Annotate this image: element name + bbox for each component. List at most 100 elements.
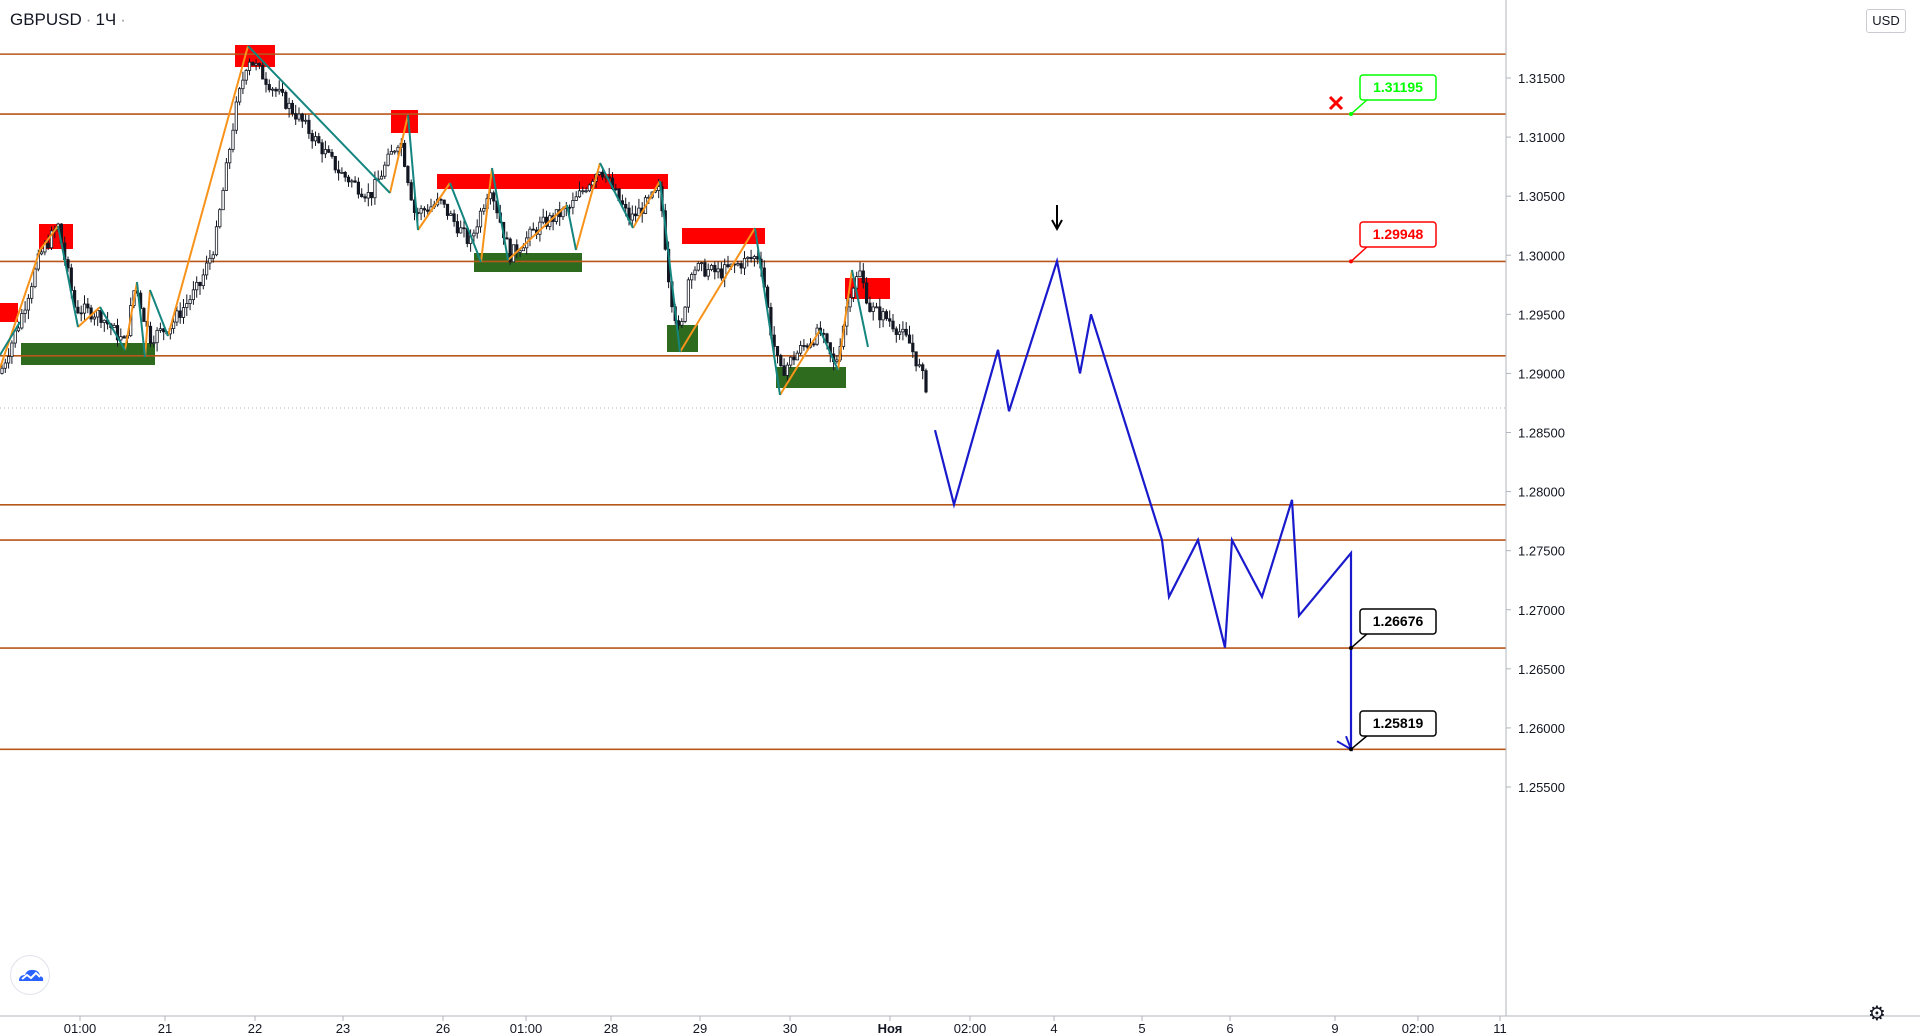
- candle-body: [795, 352, 799, 361]
- candle-body: [330, 151, 334, 157]
- candle-body: [571, 200, 575, 208]
- resistance-zone[interactable]: [0, 303, 18, 322]
- y-tick-label: 1.28000: [1518, 485, 1565, 500]
- candle-body: [703, 262, 707, 277]
- wave-down-line: [136, 281, 146, 358]
- candle-body: [26, 297, 31, 311]
- candle-body: [191, 289, 195, 301]
- candle-body: [568, 206, 572, 209]
- wave-up-line: [679, 227, 756, 353]
- candle-body: [406, 166, 410, 183]
- candle-body: [825, 333, 829, 344]
- candle-body: [7, 356, 11, 364]
- candle-body: [792, 356, 796, 361]
- price-axis-bg: [1506, 0, 1920, 1036]
- wave-down-line: [754, 227, 781, 396]
- candle-body: [218, 209, 222, 228]
- candle-body: [861, 270, 865, 284]
- candle-body: [0, 367, 4, 374]
- price-callout-box[interactable]: [1359, 221, 1437, 248]
- candle-body: [868, 302, 872, 312]
- candle-body: [171, 321, 176, 329]
- y-tick-label: 1.26000: [1518, 721, 1565, 736]
- candle-body: [898, 331, 902, 335]
- candle-body: [634, 213, 638, 217]
- candle-body: [726, 264, 730, 268]
- title-separator: ·: [85, 10, 92, 29]
- x-tick-label: 01:00: [64, 1021, 97, 1036]
- candle-body: [175, 310, 179, 323]
- candle-body: [234, 101, 238, 131]
- candle-body: [3, 362, 7, 369]
- candle-body: [224, 162, 228, 191]
- candle-body: [749, 256, 753, 260]
- wave-down-line: [149, 289, 169, 337]
- candle-body: [812, 343, 816, 346]
- callout-pointer: [1350, 98, 1369, 115]
- candle-body: [274, 88, 278, 92]
- y-tick-label: 1.25500: [1518, 780, 1565, 795]
- candle-body: [528, 228, 532, 239]
- candle-body: [20, 313, 24, 329]
- candle-body: [181, 307, 186, 318]
- candle-body: [439, 198, 443, 201]
- candle-body: [475, 226, 479, 234]
- callout-anchor: [1349, 646, 1353, 651]
- candle-body: [284, 91, 288, 109]
- cloud-glyph: [19, 969, 44, 981]
- callout-pointer: [1350, 632, 1369, 649]
- candle-body: [257, 63, 262, 66]
- candle-body: [115, 325, 120, 341]
- candle-body: [683, 306, 687, 322]
- callout-pointer: [1350, 734, 1369, 750]
- resistance-zone[interactable]: [682, 228, 765, 244]
- candle-body: [657, 186, 661, 191]
- resistance-zone[interactable]: [437, 174, 668, 189]
- candle-body: [317, 136, 321, 144]
- resistance-zone[interactable]: [235, 45, 275, 67]
- candle-body: [214, 226, 219, 256]
- candle-body: [577, 190, 582, 198]
- price-callout-box[interactable]: [1359, 608, 1437, 635]
- wave-up-line: [144, 289, 151, 358]
- candle-body: [706, 269, 710, 277]
- candle-body: [693, 269, 697, 275]
- wave-down-line: [659, 180, 681, 353]
- resistance-zone[interactable]: [391, 110, 418, 133]
- x-tick-label: 30: [783, 1021, 797, 1036]
- candle-body: [86, 303, 90, 309]
- candle-body: [597, 171, 601, 175]
- symbol-title[interactable]: GBPUSD · 1Ч ·: [10, 10, 130, 30]
- candle-body: [709, 264, 714, 270]
- wave-down-line: [491, 167, 509, 261]
- tradingview-cloud-icon[interactable]: [10, 955, 50, 995]
- candle-body: [369, 192, 374, 199]
- forecast-path[interactable]: [933, 256, 1353, 750]
- wave-up-line: [389, 114, 409, 194]
- candle-body: [366, 192, 370, 199]
- x-tick-label: Ноя: [878, 1021, 903, 1036]
- candle-body: [264, 78, 268, 85]
- candle-body: [204, 262, 209, 276]
- callout-anchor: [1349, 747, 1353, 752]
- candle-body: [505, 237, 509, 240]
- support-zone[interactable]: [474, 253, 582, 272]
- candle-body: [785, 364, 790, 376]
- currency-badge[interactable]: USD: [1866, 9, 1906, 33]
- candle-body: [261, 64, 265, 80]
- wave-down-line: [0, 321, 21, 356]
- candle-body: [386, 153, 390, 166]
- candle-body: [102, 319, 106, 323]
- candle-body: [713, 264, 717, 273]
- support-zone[interactable]: [21, 343, 155, 365]
- candle-body: [914, 351, 918, 367]
- candle-body: [152, 342, 156, 345]
- gear-icon[interactable]: ⚙: [1868, 1003, 1886, 1025]
- callout-anchor: [1349, 259, 1353, 264]
- wave-up-line: [417, 182, 451, 231]
- candle-body: [802, 345, 806, 347]
- price-callout-box[interactable]: [1359, 74, 1437, 101]
- candle-body: [198, 281, 202, 287]
- price-callout-box[interactable]: [1359, 710, 1437, 737]
